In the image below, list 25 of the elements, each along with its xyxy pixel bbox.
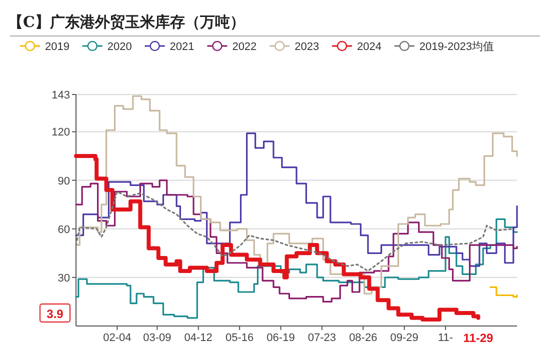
chart-title: 【C】广东港外贸玉米库存（万吨） xyxy=(8,13,245,31)
x-tick-label: 04-12 xyxy=(184,332,212,344)
legend-label: 2020 xyxy=(107,41,132,53)
x-tick-label: 03-09 xyxy=(143,332,172,344)
x-tick-label: 07-23 xyxy=(308,332,336,344)
x-tick-label: 06-19 xyxy=(266,332,295,344)
legend-label: 2023 xyxy=(294,41,320,53)
x-tick-label: 02-04 xyxy=(103,332,132,344)
x-tick-label: 09-29 xyxy=(390,332,418,344)
legend-label: 2019 xyxy=(45,41,70,53)
y-tick-label: 30 xyxy=(58,272,70,284)
x-tick-label: 05-16 xyxy=(225,332,254,344)
x-tick-label: 11- xyxy=(438,332,454,344)
y-tick-label: 60 xyxy=(58,224,70,236)
legend-label: 2022 xyxy=(232,41,257,53)
x-tick-label: 08-26 xyxy=(349,332,378,344)
y-tick-label: 90 xyxy=(58,175,70,188)
line-series xyxy=(75,190,514,272)
y-tick-label: 143 xyxy=(52,90,70,102)
text: 3.9 xyxy=(46,307,64,321)
legend-label: 2019-2023均值 xyxy=(419,41,494,53)
y-tick-label: 120 xyxy=(52,126,70,139)
text: 11-29 xyxy=(463,331,494,345)
legend-label: 2024 xyxy=(357,41,382,53)
legend-label: 2021 xyxy=(170,41,194,53)
